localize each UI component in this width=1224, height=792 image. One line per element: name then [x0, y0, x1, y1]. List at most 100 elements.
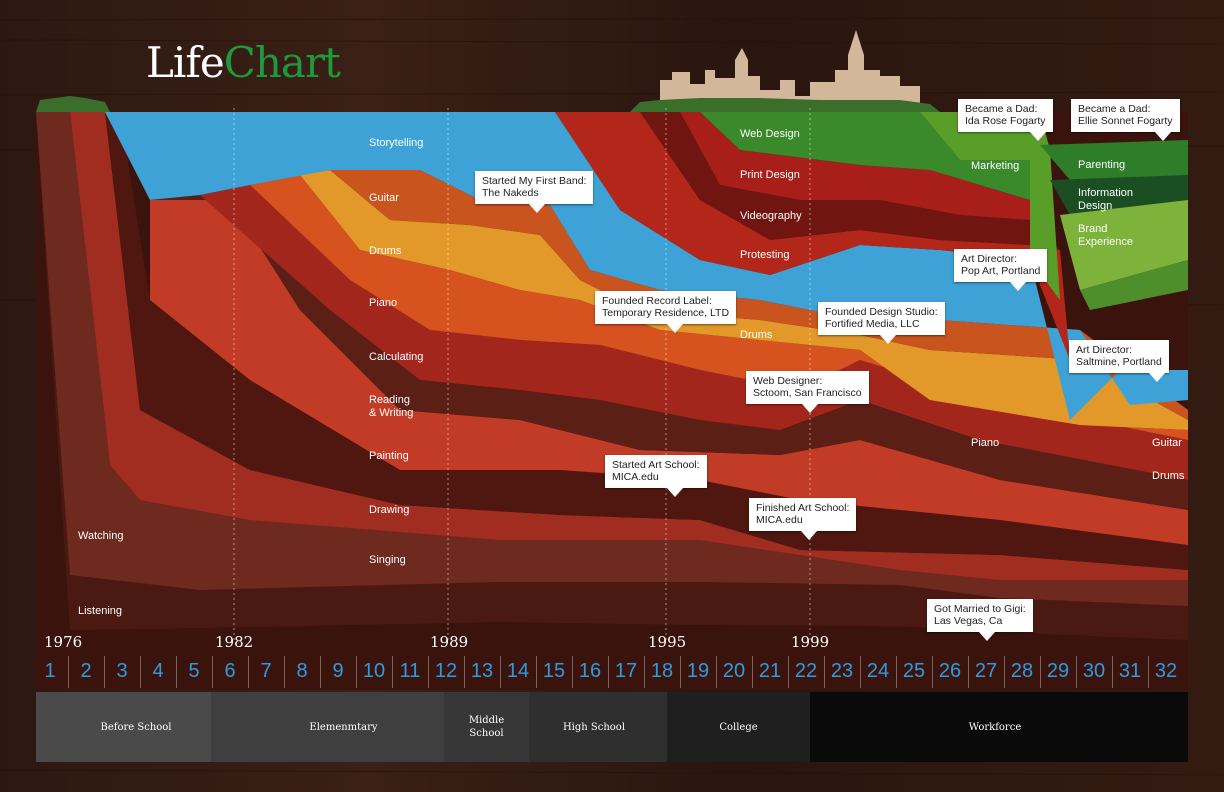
stage-high-school: High School — [562, 721, 626, 733]
label-brand-experience: Brand Experience — [1078, 223, 1134, 248]
stage-college: College — [719, 721, 758, 733]
age-separator — [860, 656, 861, 688]
label-drums: Drums — [369, 245, 402, 257]
layer-protesting — [555, 112, 1070, 360]
label-watching: Watching — [78, 530, 124, 542]
stage-before-school: Before School — [100, 721, 172, 733]
stage-workforce: Workforce — [968, 721, 1022, 733]
age-tick: 28 — [1010, 660, 1034, 682]
label-parenting: Parenting — [1078, 159, 1126, 171]
age-tick: 18 — [650, 660, 674, 682]
age-separator — [896, 656, 897, 688]
age-tick: 6 — [224, 660, 236, 682]
age-separator — [1112, 656, 1113, 688]
age-tick: 1 — [44, 660, 56, 682]
age-tick: 29 — [1046, 660, 1070, 682]
layer-drums — [300, 170, 1188, 430]
age-tick: 16 — [578, 660, 602, 682]
year-1995: 1995 — [648, 633, 687, 651]
age-separator — [1148, 656, 1149, 688]
event-first-band: Started My First Band: The Nakeds — [475, 171, 594, 213]
label-web-design: Web Design — [740, 128, 800, 140]
age-separator — [572, 656, 573, 688]
label-painting: Painting — [369, 450, 409, 462]
age-separator — [464, 656, 465, 688]
age-tick: 2 — [80, 660, 92, 682]
stage-bar — [36, 692, 1188, 762]
event-art-director-saltmine: Art Director: Saltmine, Portland — [1069, 340, 1169, 382]
age-tick: 21 — [758, 660, 782, 682]
label-protesting: Protesting — [740, 249, 790, 261]
page-title: LifeChart — [146, 38, 341, 87]
age-tick: 20 — [722, 660, 746, 682]
layer-reading — [150, 195, 1188, 510]
label-guitar-late: Guitar — [1152, 437, 1182, 449]
age-tick: 27 — [974, 660, 998, 682]
event-dad-ida: Became a Dad: Ida Rose Fogarty — [958, 99, 1053, 141]
layer-calculating — [200, 185, 1188, 480]
label-listening: Listening — [78, 605, 123, 617]
age-separator — [932, 656, 933, 688]
age-separator — [1076, 656, 1077, 688]
label-drawing: Drawing — [369, 504, 410, 516]
skyline — [660, 30, 920, 108]
age-tick: 24 — [866, 660, 890, 682]
age-tick: 10 — [362, 660, 386, 682]
year-1999: 1999 — [791, 633, 830, 651]
age-tick: 8 — [296, 660, 308, 682]
age-tick: 17 — [614, 660, 638, 682]
layer-listening — [36, 112, 1188, 640]
age-separator — [788, 656, 789, 688]
layer-brand-experience-2 — [1080, 260, 1188, 310]
age-tick: 14 — [506, 660, 530, 682]
age-tick: 3 — [116, 660, 128, 682]
year-1989: 1989 — [430, 633, 469, 651]
label-information-design: Information Design — [1078, 187, 1134, 212]
label-reading-writing: Reading & Writing — [369, 394, 414, 419]
age-tick: 31 — [1118, 660, 1142, 682]
label-print-design: Print Design — [740, 169, 800, 181]
age-separator — [176, 656, 177, 688]
layer-parenting — [1040, 140, 1188, 180]
year-1982: 1982 — [215, 633, 254, 651]
layer-drawing — [105, 112, 1188, 570]
age-separator — [248, 656, 249, 688]
label-singing: Singing — [369, 554, 406, 566]
age-tick: 13 — [470, 660, 494, 682]
label-marketing: Marketing — [971, 160, 1020, 172]
label-videography: Videography — [740, 210, 802, 222]
age-tick: 23 — [830, 660, 854, 682]
age-separator — [104, 656, 105, 688]
label-piano: Piano — [369, 297, 398, 309]
age-tick: 30 — [1082, 660, 1106, 682]
event-art-director-pop: Art Director: Pop Art, Portland — [954, 249, 1048, 291]
event-web-designer: Web Designer: Sctoom, San Francisco — [746, 371, 869, 413]
label-calculating: Calculating — [369, 351, 424, 363]
age-tick: 11 — [399, 660, 421, 682]
age-separator — [752, 656, 753, 688]
grass — [36, 96, 940, 112]
layer-print-design — [680, 112, 1030, 220]
stage-elementary: Elemenmtary — [309, 721, 378, 733]
age-separator — [428, 656, 429, 688]
age-separator — [536, 656, 537, 688]
age-separator — [140, 656, 141, 688]
layer-storytelling — [105, 112, 1188, 420]
age-tick: 4 — [152, 660, 164, 682]
age-tick: 5 — [188, 660, 200, 682]
label-piano-late: Piano — [971, 437, 1000, 449]
chart-layers — [36, 112, 1188, 690]
layer-marketing — [920, 112, 1060, 300]
event-record-label: Founded Record Label: Temporary Residenc… — [595, 291, 737, 333]
layer-web-design — [700, 112, 1030, 200]
age-separator — [392, 656, 393, 688]
event-dad-ellie: Became a Dad: Ellie Sonnet Fogarty — [1071, 99, 1180, 141]
layer-piano — [250, 175, 1188, 440]
age-separator — [716, 656, 717, 688]
layer-guitar — [330, 170, 1188, 420]
age-tick: 22 — [794, 660, 818, 682]
age-tick: 26 — [938, 660, 962, 682]
age-tick: 7 — [260, 660, 272, 682]
age-separator — [1004, 656, 1005, 688]
